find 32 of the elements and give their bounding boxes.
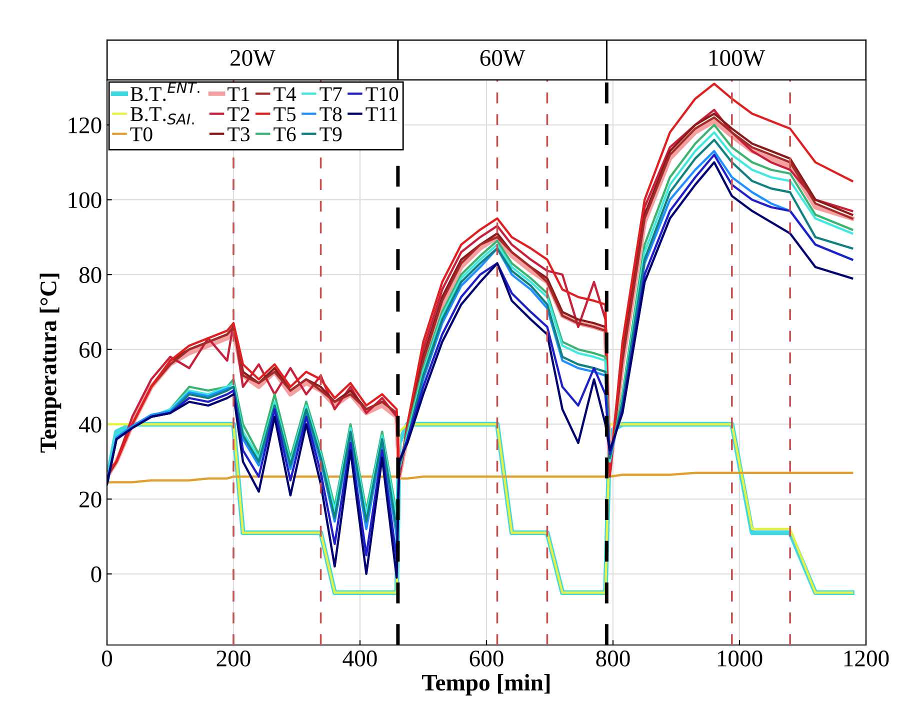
y-tick-label: 60 xyxy=(80,342,102,358)
x-tick-label: 1000 xyxy=(718,650,762,666)
y-tick-label: 0 xyxy=(91,566,102,582)
legend-label: T0 xyxy=(130,127,152,142)
y-tick-label: 100 xyxy=(68,192,102,208)
x-tick-label: 200 xyxy=(216,650,250,666)
text: 100W xyxy=(710,50,766,66)
legend-label: T6 xyxy=(274,127,296,142)
y-tick-label: 40 xyxy=(78,416,102,433)
x-tick-label: 1200 xyxy=(844,650,889,666)
x-tick-label: 0 xyxy=(102,650,112,666)
legend-label: T10 xyxy=(366,87,398,102)
text: 60W xyxy=(480,50,526,66)
legend-label: T9 xyxy=(320,127,342,142)
x-tick-label: 600 xyxy=(470,650,504,666)
legend-label: T3 xyxy=(228,127,250,142)
legend-label: T11 xyxy=(366,107,397,122)
y-axis-title: Temperatura [°C] xyxy=(40,274,62,453)
legend-label: B.T.$_{SAI.}$ xyxy=(130,107,194,125)
y-tick-label: 80 xyxy=(79,267,102,283)
x-axis-title: Tempo [min] xyxy=(422,674,550,696)
legend-label: T2 xyxy=(228,107,250,122)
legend-label: T8 xyxy=(320,107,342,122)
y-tick-label: 20 xyxy=(80,492,102,508)
legend-label: T4 xyxy=(274,87,296,101)
x-tick-label: 400 xyxy=(342,650,377,666)
text: 20W xyxy=(230,50,276,66)
legend-label: T1 xyxy=(228,87,250,101)
legend-label: T5 xyxy=(274,107,296,122)
y-tick-label: 120 xyxy=(68,117,102,134)
legend-label: T7 xyxy=(320,87,342,101)
x-tick-label: 800 xyxy=(596,650,630,666)
